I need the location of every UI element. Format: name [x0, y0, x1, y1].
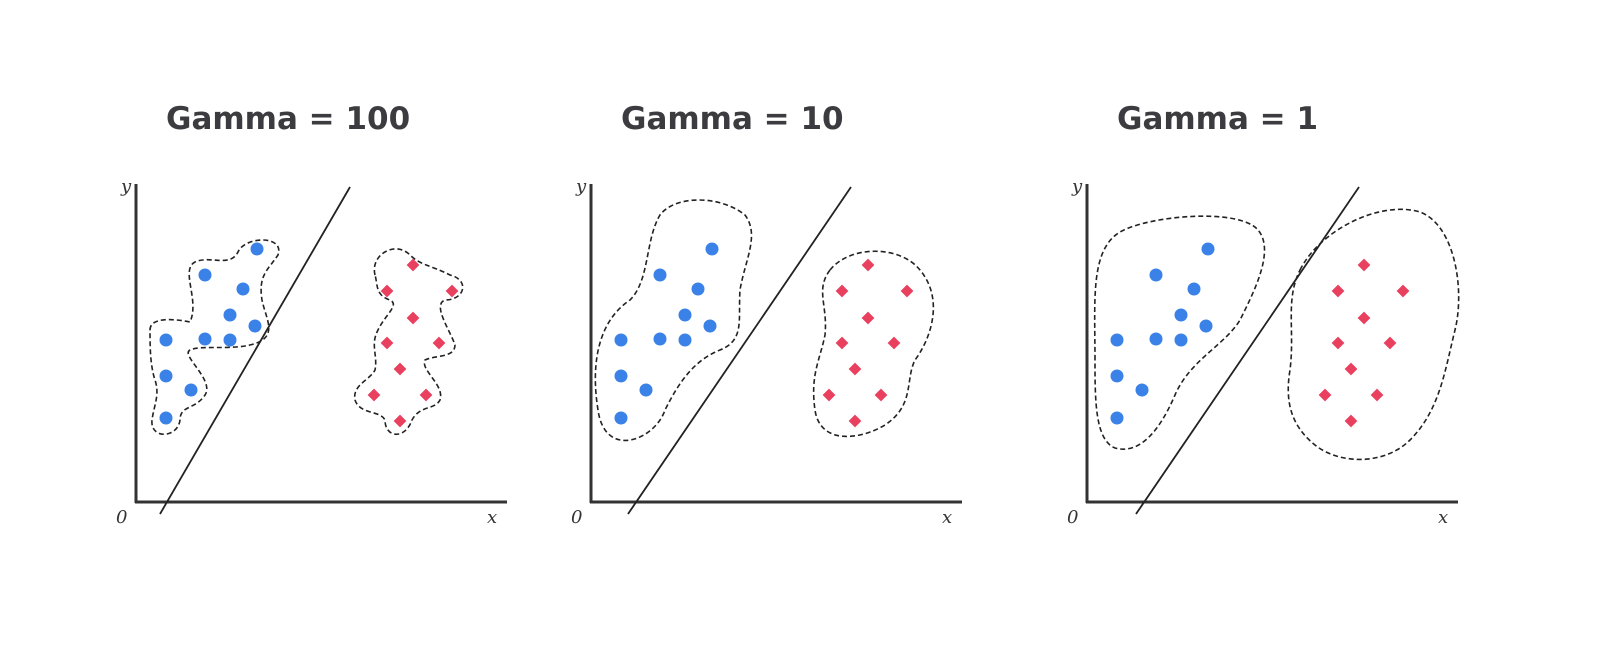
blue-point — [703, 319, 717, 333]
dashed-contour — [1093, 215, 1266, 450]
dashed-contour — [149, 239, 280, 435]
red-point — [1383, 336, 1397, 350]
red-point — [1331, 284, 1345, 298]
red-point — [406, 311, 420, 325]
red-point — [1357, 258, 1371, 272]
blue-point — [1174, 308, 1188, 322]
origin-label: 0 — [1067, 507, 1078, 528]
blue-point — [248, 319, 262, 333]
origin-label: 0 — [571, 507, 582, 528]
red-point — [393, 414, 407, 428]
panel-title: Gamma = 10 — [621, 101, 844, 137]
decision-boundary — [1135, 186, 1360, 515]
red-point — [432, 336, 446, 350]
blue-point — [236, 282, 250, 296]
blue-point — [250, 242, 264, 256]
blue-point — [1174, 333, 1188, 347]
red-point — [1357, 311, 1371, 325]
red-point — [887, 336, 901, 350]
blue-point — [1135, 383, 1149, 397]
red-point — [1318, 388, 1332, 402]
red-point — [380, 336, 394, 350]
blue-point — [705, 242, 719, 256]
red-point — [835, 336, 849, 350]
red-point — [367, 388, 381, 402]
blue-point — [1149, 332, 1163, 346]
blue-point — [1110, 369, 1124, 383]
red-point — [861, 311, 875, 325]
blue-point — [1110, 411, 1124, 425]
y-axis-label: y — [1071, 176, 1083, 197]
dashed-contour — [812, 250, 935, 438]
red-point — [1396, 284, 1410, 298]
blue-point — [159, 369, 173, 383]
red-point — [1331, 336, 1345, 350]
red-point — [835, 284, 849, 298]
panel-title: Gamma = 100 — [166, 101, 410, 137]
decision-boundary — [159, 186, 351, 515]
red-point — [419, 388, 433, 402]
decision-boundary — [627, 186, 852, 515]
dashed-contour — [353, 248, 464, 436]
red-point — [874, 388, 888, 402]
blue-point — [614, 333, 628, 347]
blue-point — [223, 308, 237, 322]
blue-point — [678, 333, 692, 347]
blue-point — [653, 332, 667, 346]
x-axis-label: x — [487, 507, 497, 528]
blue-point — [198, 268, 212, 282]
x-axis-label: x — [942, 507, 952, 528]
blue-point — [691, 282, 705, 296]
red-point — [1344, 414, 1358, 428]
dashed-contour — [594, 199, 753, 442]
red-point — [1344, 362, 1358, 376]
red-point — [848, 362, 862, 376]
blue-point — [678, 308, 692, 322]
blue-point — [614, 369, 628, 383]
blue-point — [223, 333, 237, 347]
panel-title: Gamma = 1 — [1117, 101, 1318, 137]
blue-point — [1199, 319, 1213, 333]
red-point — [848, 414, 862, 428]
y-axis-label: y — [575, 176, 587, 197]
red-point — [1370, 388, 1384, 402]
blue-point — [198, 332, 212, 346]
red-point — [900, 284, 914, 298]
red-point — [393, 362, 407, 376]
blue-point — [1110, 333, 1124, 347]
panel: Gamma = 100 y 0 x — [116, 101, 507, 528]
red-point — [445, 284, 459, 298]
blue-point — [639, 383, 653, 397]
blue-point — [1149, 268, 1163, 282]
blue-point — [184, 383, 198, 397]
red-point — [380, 284, 394, 298]
origin-label: 0 — [116, 507, 127, 528]
blue-point — [1187, 282, 1201, 296]
red-point — [822, 388, 836, 402]
dashed-contour — [1287, 208, 1460, 461]
blue-point — [614, 411, 628, 425]
blue-point — [159, 333, 173, 347]
blue-point — [159, 411, 173, 425]
red-point — [406, 258, 420, 272]
blue-point — [1201, 242, 1215, 256]
panel: Gamma = 10 y 0 x — [571, 101, 962, 528]
blue-point — [653, 268, 667, 282]
panel: Gamma = 1 y 0 x — [1067, 101, 1460, 528]
red-point — [861, 258, 875, 272]
y-axis-label: y — [120, 176, 132, 197]
x-axis-label: x — [1438, 507, 1448, 528]
